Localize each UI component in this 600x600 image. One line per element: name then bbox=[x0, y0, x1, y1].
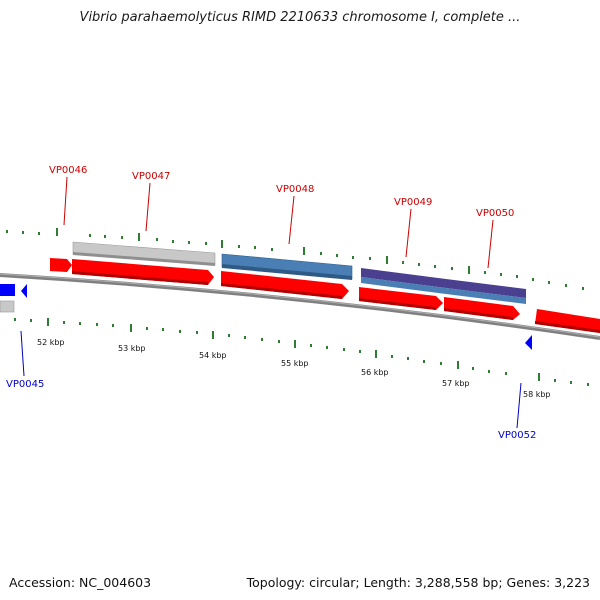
leader-line-vp0052 bbox=[516, 382, 522, 429]
reverse-arrow-vp0052 bbox=[525, 335, 532, 350]
inner-minor-ticks bbox=[14, 318, 589, 386]
tick-label-58kbp: 58 kbp bbox=[523, 390, 551, 399]
tick-label-53kbp: 53 kbp bbox=[118, 344, 146, 353]
accession-text: Accession: NC_004603 bbox=[9, 575, 152, 590]
cds-vp0051 bbox=[535, 309, 600, 333]
chromosome-backbone bbox=[0, 273, 600, 340]
topology-text: Topology: circular; Length: 3,288,558 bp… bbox=[246, 575, 590, 590]
gene-label-vp0045: VP0045 bbox=[6, 379, 44, 390]
leader-line-vp0049 bbox=[405, 208, 412, 258]
gene-label-vp0047: VP0047 bbox=[132, 171, 170, 182]
gene-label-vp0052: VP0052 bbox=[498, 430, 536, 441]
gene-bars bbox=[72, 241, 526, 304]
cds-vp0050 bbox=[444, 297, 520, 320]
forward-gene-labels: VP0046 VP0047 VP0048 VP0049 VP0050 bbox=[49, 165, 514, 269]
leader-line-vp0047 bbox=[145, 182, 151, 232]
reverse-gene-blue-bar bbox=[0, 284, 15, 296]
gene-label-vp0046: VP0046 bbox=[49, 165, 87, 176]
tick-label-52kbp: 52 kbp bbox=[37, 338, 65, 347]
reverse-gene-grey-bar bbox=[0, 300, 15, 313]
gene-label-vp0048: VP0048 bbox=[276, 184, 314, 195]
cds-vp0049 bbox=[359, 287, 443, 310]
cds-arrows bbox=[50, 258, 600, 333]
gene-label-vp0049: VP0049 bbox=[394, 197, 432, 208]
leader-line-vp0046 bbox=[63, 176, 68, 226]
leader-line-vp0050 bbox=[487, 219, 494, 269]
tick-label-54kbp: 54 kbp bbox=[199, 351, 227, 360]
leader-line-vp0048 bbox=[288, 195, 295, 245]
gene-bar-vp0050 bbox=[446, 279, 526, 298]
leader-line-vp0045 bbox=[20, 330, 25, 377]
outer-minor-ticks bbox=[6, 230, 584, 290]
outer-major-ticks bbox=[56, 228, 470, 274]
gene-bar-vp0049 bbox=[361, 268, 446, 288]
tick-label-55kbp: 55 kbp bbox=[281, 359, 309, 368]
cds-vp0048 bbox=[221, 271, 349, 299]
cds-vp0046 bbox=[50, 258, 72, 272]
map-title: Vibrio parahaemolyticus RIMD 2210633 chr… bbox=[79, 10, 521, 25]
reverse-gene-labels: VP0045 VP0052 bbox=[6, 330, 536, 441]
cds-vp0047 bbox=[72, 259, 214, 285]
reverse-arrow-vp0045 bbox=[21, 284, 27, 298]
tick-labels: 52 kbp 53 kbp 54 kbp 55 kbp 56 kbp 57 kb… bbox=[37, 338, 551, 399]
reverse-features bbox=[0, 284, 532, 350]
tick-label-56kbp: 56 kbp bbox=[361, 368, 389, 377]
tick-label-57kbp: 57 kbp bbox=[442, 379, 470, 388]
gene-label-vp0050: VP0050 bbox=[476, 208, 514, 219]
inner-major-ticks bbox=[47, 318, 540, 381]
